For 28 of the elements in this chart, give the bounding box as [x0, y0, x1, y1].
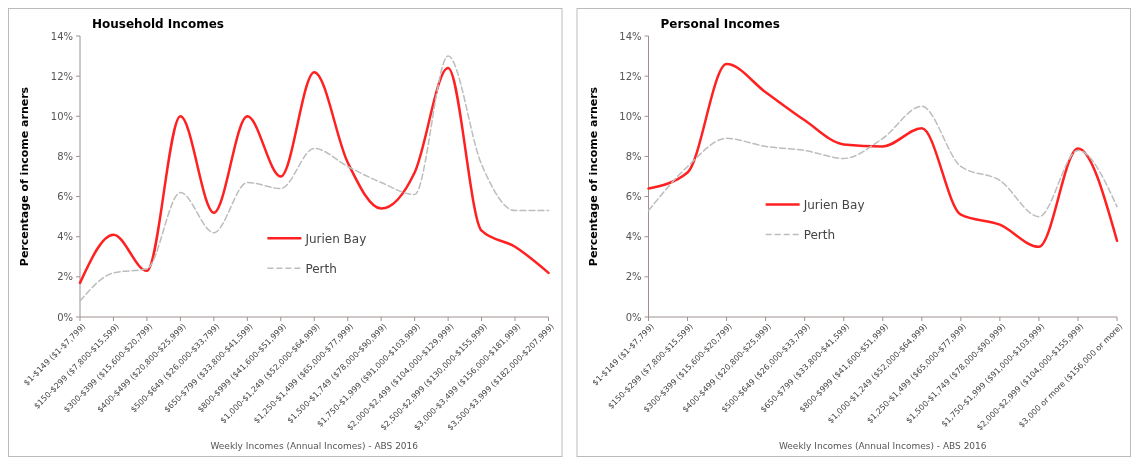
y-tick-label: 2%: [57, 271, 73, 283]
y-tick-label: 6%: [625, 191, 642, 203]
y-tick-label: 14%: [50, 30, 73, 42]
chart-title: Personal Incomes: [660, 17, 780, 31]
y-tick-label: 14%: [619, 30, 642, 42]
y-axis-title: Percentage of income arners: [586, 86, 600, 267]
x-axis-title: Weekly Incomes (Annual Incomes) - ABS 2016: [210, 441, 419, 451]
line-series: [647, 62, 1119, 248]
y-tick-label: 4%: [57, 231, 73, 243]
y-tick-label: 8%: [57, 150, 73, 162]
y-tick-label: 2%: [625, 271, 642, 283]
legend-label: Perth: [803, 227, 836, 242]
line-series: [647, 105, 1118, 218]
y-tick-label: 8%: [625, 150, 642, 162]
chart-title: Household Incomes: [92, 17, 224, 31]
y-tick-label: 0%: [625, 311, 642, 323]
y-tick-label: 12%: [50, 70, 73, 82]
y-tick-label: 6%: [57, 191, 73, 203]
y-axis-title: Percentage of income arners: [18, 86, 31, 267]
legend-label: Jurien Bay: [802, 197, 865, 212]
x-axis-title: Weekly Incomes (Annual Incomes) - ABS 2016: [778, 441, 987, 451]
y-tick-label: 0%: [57, 311, 73, 323]
legend-label: Jurien Bay: [304, 231, 367, 246]
y-tick-label: 10%: [619, 110, 642, 122]
y-tick-label: 4%: [625, 231, 642, 243]
legend-label: Perth: [305, 261, 337, 276]
y-tick-label: 10%: [50, 110, 73, 122]
y-tick-label: 12%: [619, 70, 642, 82]
